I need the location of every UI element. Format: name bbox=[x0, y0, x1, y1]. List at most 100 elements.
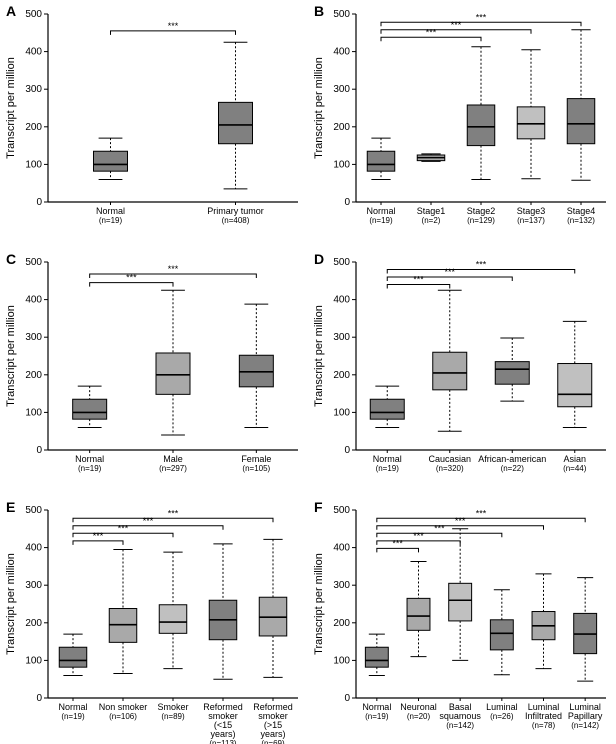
significance-label: *** bbox=[143, 516, 154, 526]
category-n: (n=44) bbox=[563, 464, 587, 473]
y-axis-label: Transcript per million bbox=[5, 305, 17, 407]
panel-grid: A 0 100 200 300 400 500 Transcript per million N… bbox=[0, 0, 616, 744]
panel-B: B0100200300400500Transcript per millionN… bbox=[308, 0, 616, 248]
category-label: Normal bbox=[58, 702, 87, 712]
box bbox=[517, 107, 545, 139]
box bbox=[156, 353, 190, 394]
panel-C: C0100200300400500Transcript per millionN… bbox=[0, 248, 308, 496]
category-n: (n=78) bbox=[532, 721, 556, 730]
ytick-label: 400 bbox=[25, 543, 42, 554]
panel-E: E0100200300400500Transcript per millionN… bbox=[0, 496, 308, 744]
panel-letter: A bbox=[6, 3, 16, 19]
panel-letter: F bbox=[314, 499, 323, 515]
panel-D: D0100200300400500Transcript per millionN… bbox=[308, 248, 616, 496]
ytick-label: 300 bbox=[333, 332, 350, 343]
box bbox=[59, 647, 87, 667]
ytick-label: 200 bbox=[25, 122, 42, 133]
category-n: (n=26) bbox=[490, 712, 514, 721]
panel-F: F0100200300400500Transcript per millionN… bbox=[308, 496, 616, 744]
panel-A: A0100200300400500Transcript per millionN… bbox=[0, 0, 308, 248]
category-n: (n=19) bbox=[376, 464, 400, 473]
y-axis-label: Transcript per million bbox=[313, 305, 325, 407]
ytick-label: 500 bbox=[333, 9, 350, 20]
category-label: Normal bbox=[366, 206, 395, 216]
significance-label: *** bbox=[392, 538, 403, 548]
panel-letter: B bbox=[314, 3, 324, 19]
box bbox=[367, 151, 395, 171]
category-n: (n=19) bbox=[365, 712, 389, 721]
panel-F: F0100200300400500Transcript per millionN… bbox=[308, 496, 616, 744]
box bbox=[567, 99, 595, 144]
significance-label: *** bbox=[93, 531, 104, 541]
significance-label: *** bbox=[413, 275, 424, 285]
ytick-label: 100 bbox=[333, 655, 350, 666]
category-label: Female bbox=[241, 454, 271, 464]
ytick-label: 300 bbox=[25, 580, 42, 591]
category-label: Smoker bbox=[157, 702, 188, 712]
significance-label: *** bbox=[476, 508, 487, 518]
significance-label: *** bbox=[476, 12, 487, 22]
ytick-label: 0 bbox=[344, 445, 350, 456]
panel-letter: D bbox=[314, 251, 324, 267]
ytick-label: 500 bbox=[25, 257, 42, 268]
box bbox=[73, 399, 107, 419]
ytick-label: 200 bbox=[25, 370, 42, 381]
category-label: Normal bbox=[362, 702, 391, 712]
box bbox=[219, 102, 253, 143]
ytick-label: 200 bbox=[333, 122, 350, 133]
ytick-label: 500 bbox=[333, 505, 350, 516]
significance-label: *** bbox=[168, 21, 179, 31]
box bbox=[407, 598, 430, 630]
ytick-label: 200 bbox=[333, 370, 350, 381]
category-n: (n=113) bbox=[209, 739, 237, 744]
significance-label: *** bbox=[444, 267, 455, 277]
ytick-label: 300 bbox=[25, 84, 42, 95]
panel-D: D0100200300400500Transcript per millionN… bbox=[308, 248, 616, 496]
panel-A: A0100200300400500Transcript per millionN… bbox=[0, 0, 308, 248]
significance-label: *** bbox=[451, 20, 462, 30]
box bbox=[365, 647, 388, 667]
y-axis-label: Transcript per million bbox=[5, 57, 17, 159]
category-label: squamous bbox=[439, 711, 481, 721]
ytick-label: 500 bbox=[25, 505, 42, 516]
category-n: (n=89) bbox=[161, 712, 185, 721]
category-label: Stage2 bbox=[467, 206, 496, 216]
category-label: years) bbox=[260, 729, 285, 739]
significance-label: *** bbox=[426, 27, 437, 37]
y-axis-label: Transcript per million bbox=[5, 553, 17, 655]
ytick-label: 500 bbox=[333, 257, 350, 268]
box bbox=[94, 151, 128, 171]
category-n: (n=19) bbox=[369, 216, 393, 225]
ytick-label: 500 bbox=[25, 9, 42, 20]
category-n: (n=106) bbox=[109, 712, 137, 721]
ytick-label: 0 bbox=[344, 693, 350, 704]
category-label: years) bbox=[210, 729, 235, 739]
ytick-label: 400 bbox=[25, 47, 42, 58]
category-n: (n=2) bbox=[422, 216, 441, 225]
category-label: Normal bbox=[75, 454, 104, 464]
box bbox=[495, 362, 529, 385]
category-n: (n=19) bbox=[78, 464, 102, 473]
box bbox=[159, 605, 187, 634]
panel-E: E0100200300400500Transcript per millionN… bbox=[0, 496, 308, 744]
ytick-label: 300 bbox=[333, 84, 350, 95]
category-label: Papillary bbox=[568, 711, 603, 721]
ytick-label: 200 bbox=[333, 618, 350, 629]
category-n: (n=132) bbox=[567, 216, 595, 225]
ytick-label: 100 bbox=[25, 407, 42, 418]
category-n: (n=20) bbox=[407, 712, 431, 721]
ytick-label: 200 bbox=[25, 618, 42, 629]
ytick-label: 100 bbox=[25, 159, 42, 170]
category-label: Neuronal bbox=[400, 702, 437, 712]
ytick-label: 400 bbox=[333, 543, 350, 554]
category-n: (n=105) bbox=[242, 464, 270, 473]
category-label: Infiltrated bbox=[525, 711, 562, 721]
panel-B: B0100200300400500Transcript per millionN… bbox=[308, 0, 616, 248]
ytick-label: 300 bbox=[25, 332, 42, 343]
ytick-label: 100 bbox=[333, 159, 350, 170]
ytick-label: 0 bbox=[344, 197, 350, 208]
ytick-label: 400 bbox=[333, 47, 350, 58]
panel-letter: E bbox=[6, 499, 15, 515]
category-label: Normal bbox=[373, 454, 402, 464]
significance-label: *** bbox=[168, 508, 179, 518]
